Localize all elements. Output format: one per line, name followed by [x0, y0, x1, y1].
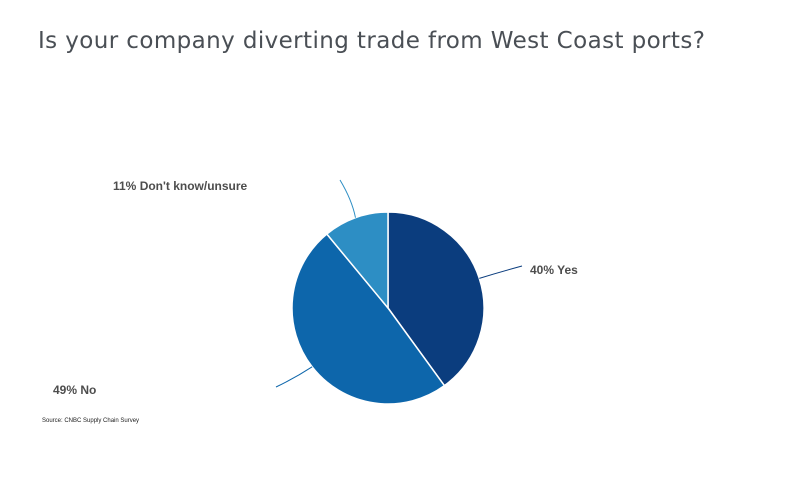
slice-labels: 40% Yes 49% No 11% Don't know/unsure	[53, 179, 578, 397]
slice-label: 40% Yes	[530, 263, 578, 277]
pie-slice-no	[291, 232, 446, 405]
source-note: Source: CNBC Supply Chain Survey	[42, 418, 140, 424]
leader-lines	[275, 179, 523, 388]
chart-title: Is your company diverting trade from Wes…	[38, 28, 706, 54]
leader-line	[339, 179, 356, 218]
leader-line	[275, 366, 313, 388]
slice-label: 49% No	[53, 383, 96, 397]
pie-slices	[291, 211, 485, 405]
pie-slice-don-t-know-unsure	[325, 211, 389, 311]
slice-label: 11% Don't know/unsure	[113, 179, 248, 193]
leader-line	[479, 265, 523, 279]
